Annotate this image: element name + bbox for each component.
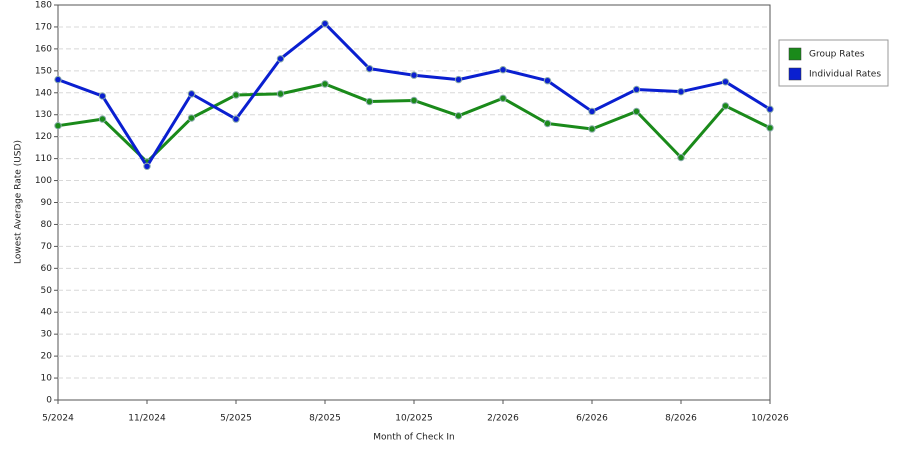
legend-swatch [788,67,802,81]
legend-label: Group Rates [809,50,865,60]
y-tick-label: 70 [41,242,53,252]
point [98,92,107,100]
y-tick-label: 170 [35,22,52,32]
y-tick-label: 40 [41,308,53,318]
point [499,66,507,74]
point [365,97,374,106]
y-tick-label: 10 [41,374,53,384]
y-tick-label: 180 [35,1,52,11]
y-axis-label: Lowest Average Rate (USD) [14,140,24,264]
point [321,19,329,28]
y-tick-label: 100 [35,176,52,186]
point [232,115,240,123]
y-tick-label: 110 [35,154,52,164]
point [187,114,196,122]
point [766,124,774,132]
x-tick-label: 10/2026 [751,414,789,424]
point [365,64,374,73]
x-tick-label: 8/2025 [309,414,341,424]
point [721,78,730,86]
point [588,125,596,133]
point [588,107,596,116]
y-tick-label: 20 [41,352,53,362]
point [632,85,641,94]
y-tick-label: 90 [41,198,53,208]
point [721,102,730,110]
y-tick-label: 60 [41,264,53,274]
legend-label: Individual Rates [809,70,881,80]
point [187,90,196,98]
x-tick-label: 5/2025 [220,414,252,424]
point [543,77,552,85]
point [98,115,107,123]
y-tick-label: 50 [41,286,53,296]
legend-swatch [788,47,802,61]
x-tick-label: 5/2024 [42,414,74,424]
y-tick-label: 130 [35,110,52,120]
y-tick-label: 80 [41,220,53,230]
y-tick-label: 30 [41,330,53,340]
point [677,87,685,96]
point [499,94,507,102]
point [276,55,285,63]
x-tick-label: 10/2025 [395,414,432,424]
y-tick-label: 140 [35,88,52,98]
x-axis-label: Month of Check In [373,433,455,443]
y-tick-label: 120 [35,132,52,142]
x-tick-label: 11/2024 [128,414,166,424]
point [543,119,552,128]
point [677,153,685,162]
point [454,75,463,84]
y-tick-label: 0 [46,396,52,406]
point [143,162,151,170]
point [454,112,463,120]
x-tick-label: 8/2026 [665,414,697,424]
x-tick-label: 2/2026 [487,414,519,424]
x-tick-label: 6/2026 [576,414,608,424]
point [54,121,62,130]
point [276,90,285,98]
point [766,105,774,113]
point [232,91,240,99]
point [410,96,418,105]
y-tick-label: 160 [35,44,52,54]
point [632,107,641,116]
y-tick-label: 150 [35,66,52,76]
point [54,75,62,84]
point [410,71,418,79]
point [321,80,329,88]
